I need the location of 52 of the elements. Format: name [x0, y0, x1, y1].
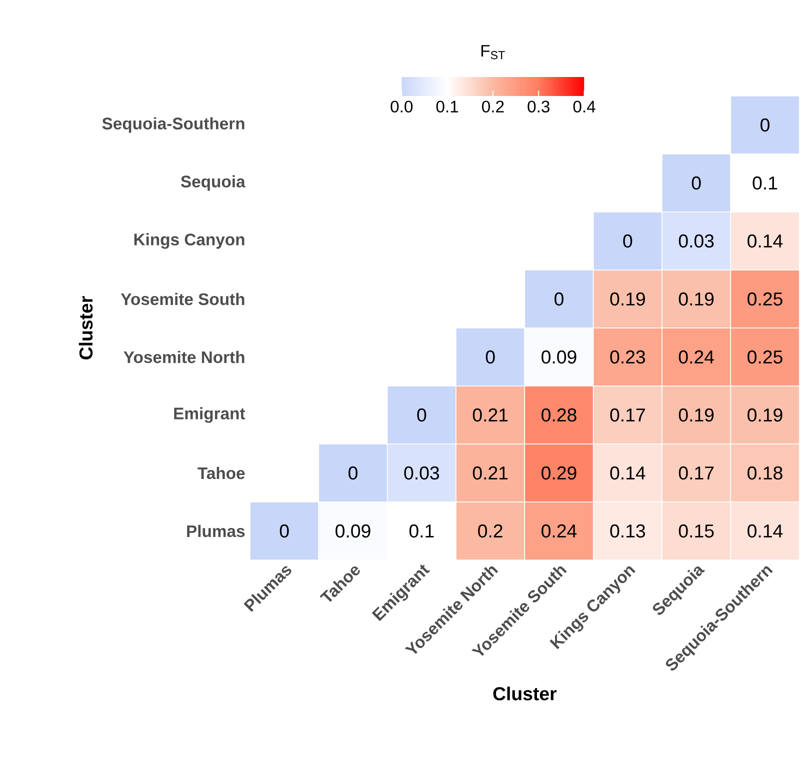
data-label: 0.14 [610, 466, 646, 480]
y-tick-label: Plumas [187, 524, 245, 538]
data-label: 0 [280, 524, 289, 538]
data-label: 0.19 [610, 292, 645, 306]
data-label: 0.17 [610, 408, 645, 422]
data-label: 0.03 [404, 466, 440, 480]
data-label: 0.03 [678, 234, 714, 248]
y-tick-label: Emigrant [174, 407, 246, 423]
data-label: 0.17 [678, 466, 714, 480]
color-bar-label: 0.3 [528, 100, 550, 113]
data-label: 0.14 [748, 234, 783, 248]
color-bar-label: 0.4 [573, 100, 596, 113]
data-label: 0.19 [678, 292, 714, 306]
data-label: 0.14 [748, 524, 783, 538]
y-tick-label: Yosemite South [120, 292, 244, 306]
data-label: 0.1 [409, 524, 434, 538]
data-label: 0.09 [542, 350, 576, 364]
y-tick-label: Sequoia-Southern [102, 117, 244, 133]
color-bar-title: F$_{ST}$ [481, 45, 505, 60]
data-label: 0.18 [748, 466, 782, 480]
y-tick-label: Kings Canyon [134, 233, 244, 249]
data-label: 0.13 [610, 524, 645, 538]
x-axis-title: Cluster [493, 686, 557, 700]
data-label: 0.2 [478, 524, 502, 538]
data-label: 0.24 [542, 524, 577, 538]
data-label: 0.15 [678, 524, 714, 538]
color-bar-label: 0.0 [390, 100, 413, 113]
data-label: 0 [760, 118, 770, 132]
data-label: 0.19 [678, 408, 714, 422]
data-label: 0.24 [678, 350, 714, 364]
data-label: 0.29 [542, 466, 576, 480]
data-label: 0.1 [752, 176, 778, 190]
data-label: 0 [554, 292, 564, 306]
data-label: 0.21 [472, 466, 508, 480]
y-tick-label: Tahoe [198, 466, 245, 480]
data-label: 0.23 [610, 350, 645, 364]
y-tick-label: Sequoia [180, 175, 246, 191]
data-label: 0.09 [336, 524, 370, 538]
data-label: 0.25 [748, 350, 782, 364]
data-label: 0.21 [472, 408, 508, 422]
data-label: 0 [417, 408, 426, 422]
y-tick-label: Yosemite North [124, 350, 244, 364]
data-label: 0 [486, 350, 495, 364]
data-label: 0 [623, 234, 632, 248]
data-label: 0 [692, 176, 701, 190]
data-label: 0.28 [542, 408, 576, 422]
data-label: 0.19 [748, 408, 782, 422]
data-label: 0.25 [748, 292, 782, 306]
data-label: 0 [348, 466, 358, 480]
y-axis-title: Cluster [78, 296, 93, 360]
color-bar-label: 0.2 [482, 100, 504, 113]
color-bar-label: 0.1 [436, 100, 458, 113]
